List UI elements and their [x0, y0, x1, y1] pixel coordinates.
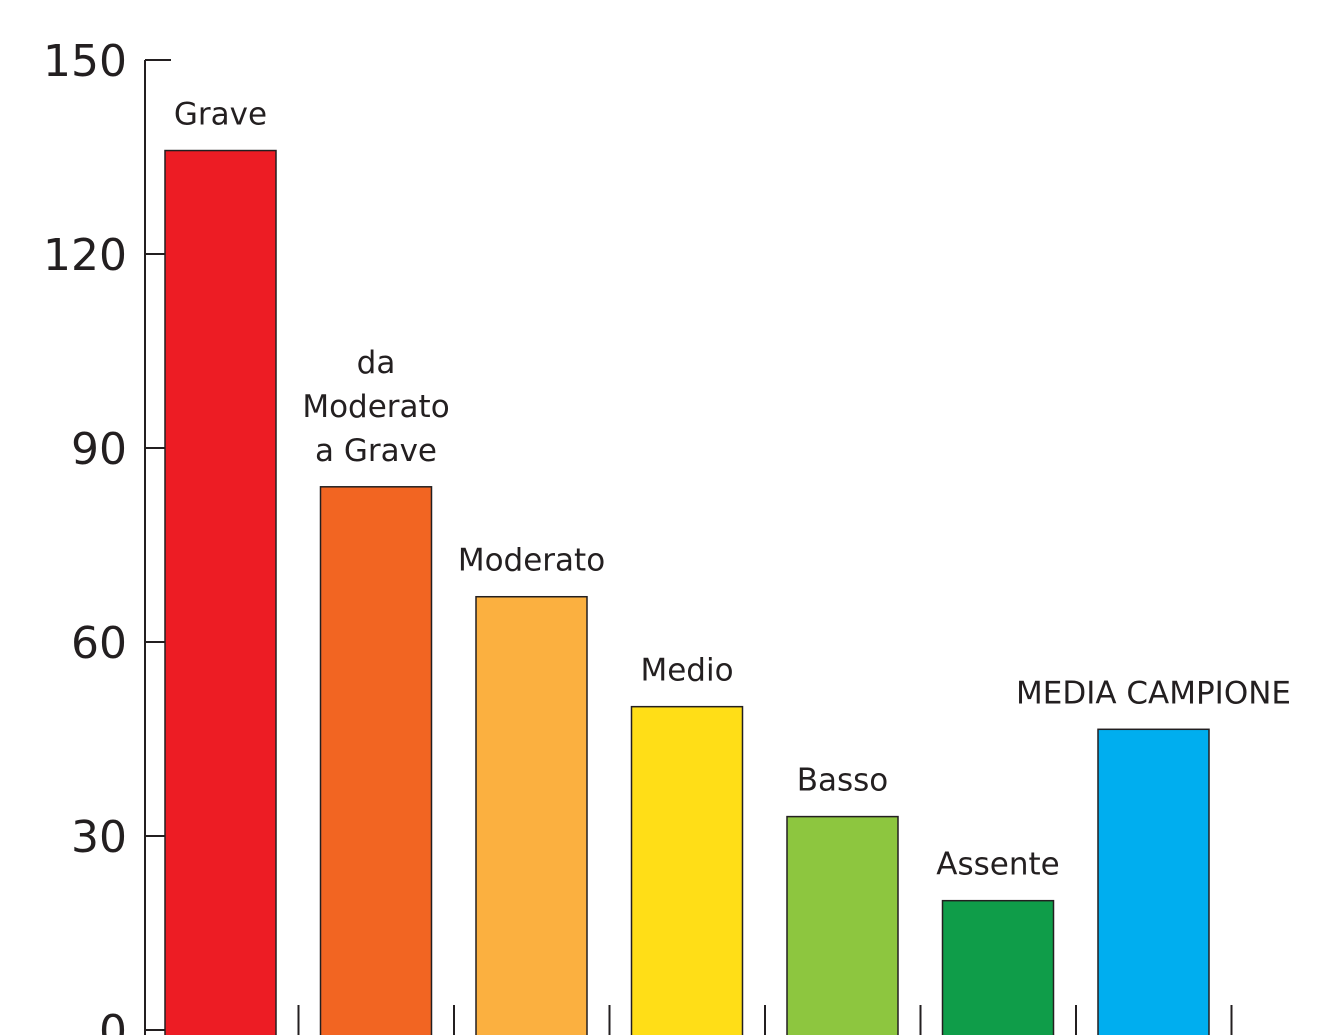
y-tick-label: 120 — [43, 230, 127, 281]
bar-label-line: a Grave — [315, 433, 437, 469]
bar-label: Moderato — [458, 543, 605, 579]
bar-media-campione — [1097, 728, 1210, 1035]
x-axis — [297, 1005, 1233, 1035]
y-tick-label: 60 — [71, 618, 127, 669]
bar-label: Grave — [174, 97, 267, 133]
y-tick-label: 90 — [71, 424, 127, 475]
bar-basso — [786, 815, 899, 1035]
bar-labels-group: Grave da Moderato a Grave Moderato Medio Basso… — [174, 97, 1291, 883]
bar-label-line: Moderato — [302, 389, 449, 425]
bar-label-line: da — [357, 345, 396, 381]
bar-label-line: Grave — [174, 97, 267, 133]
bar-label-line: Assente — [936, 847, 1059, 883]
bar-moderato — [475, 595, 588, 1035]
bar-label-line: MEDIA CAMPIONE — [1016, 675, 1291, 711]
bar-label: da Moderato a Grave — [302, 345, 449, 469]
bar-grave — [164, 149, 277, 1035]
bar-label: Medio — [640, 653, 733, 689]
bar-label-line: Basso — [797, 763, 889, 799]
bar-label-line: Moderato — [458, 543, 605, 579]
y-axis: 0 30 60 90 120 150 — [43, 36, 171, 1035]
bars-group — [164, 149, 1210, 1035]
bar-label: MEDIA CAMPIONE — [1016, 675, 1291, 711]
bar-medio — [630, 705, 744, 1035]
bar-da-moderato-a-grave — [319, 486, 433, 1035]
y-tick-label: 30 — [71, 812, 127, 863]
bar-label: Assente — [936, 847, 1059, 883]
y-tick-label: 0 — [99, 1006, 127, 1035]
bar-label: Basso — [797, 763, 889, 799]
y-tick-label: 150 — [43, 36, 127, 87]
bar-label-line: Medio — [640, 653, 733, 689]
bar-assente — [941, 899, 1055, 1035]
